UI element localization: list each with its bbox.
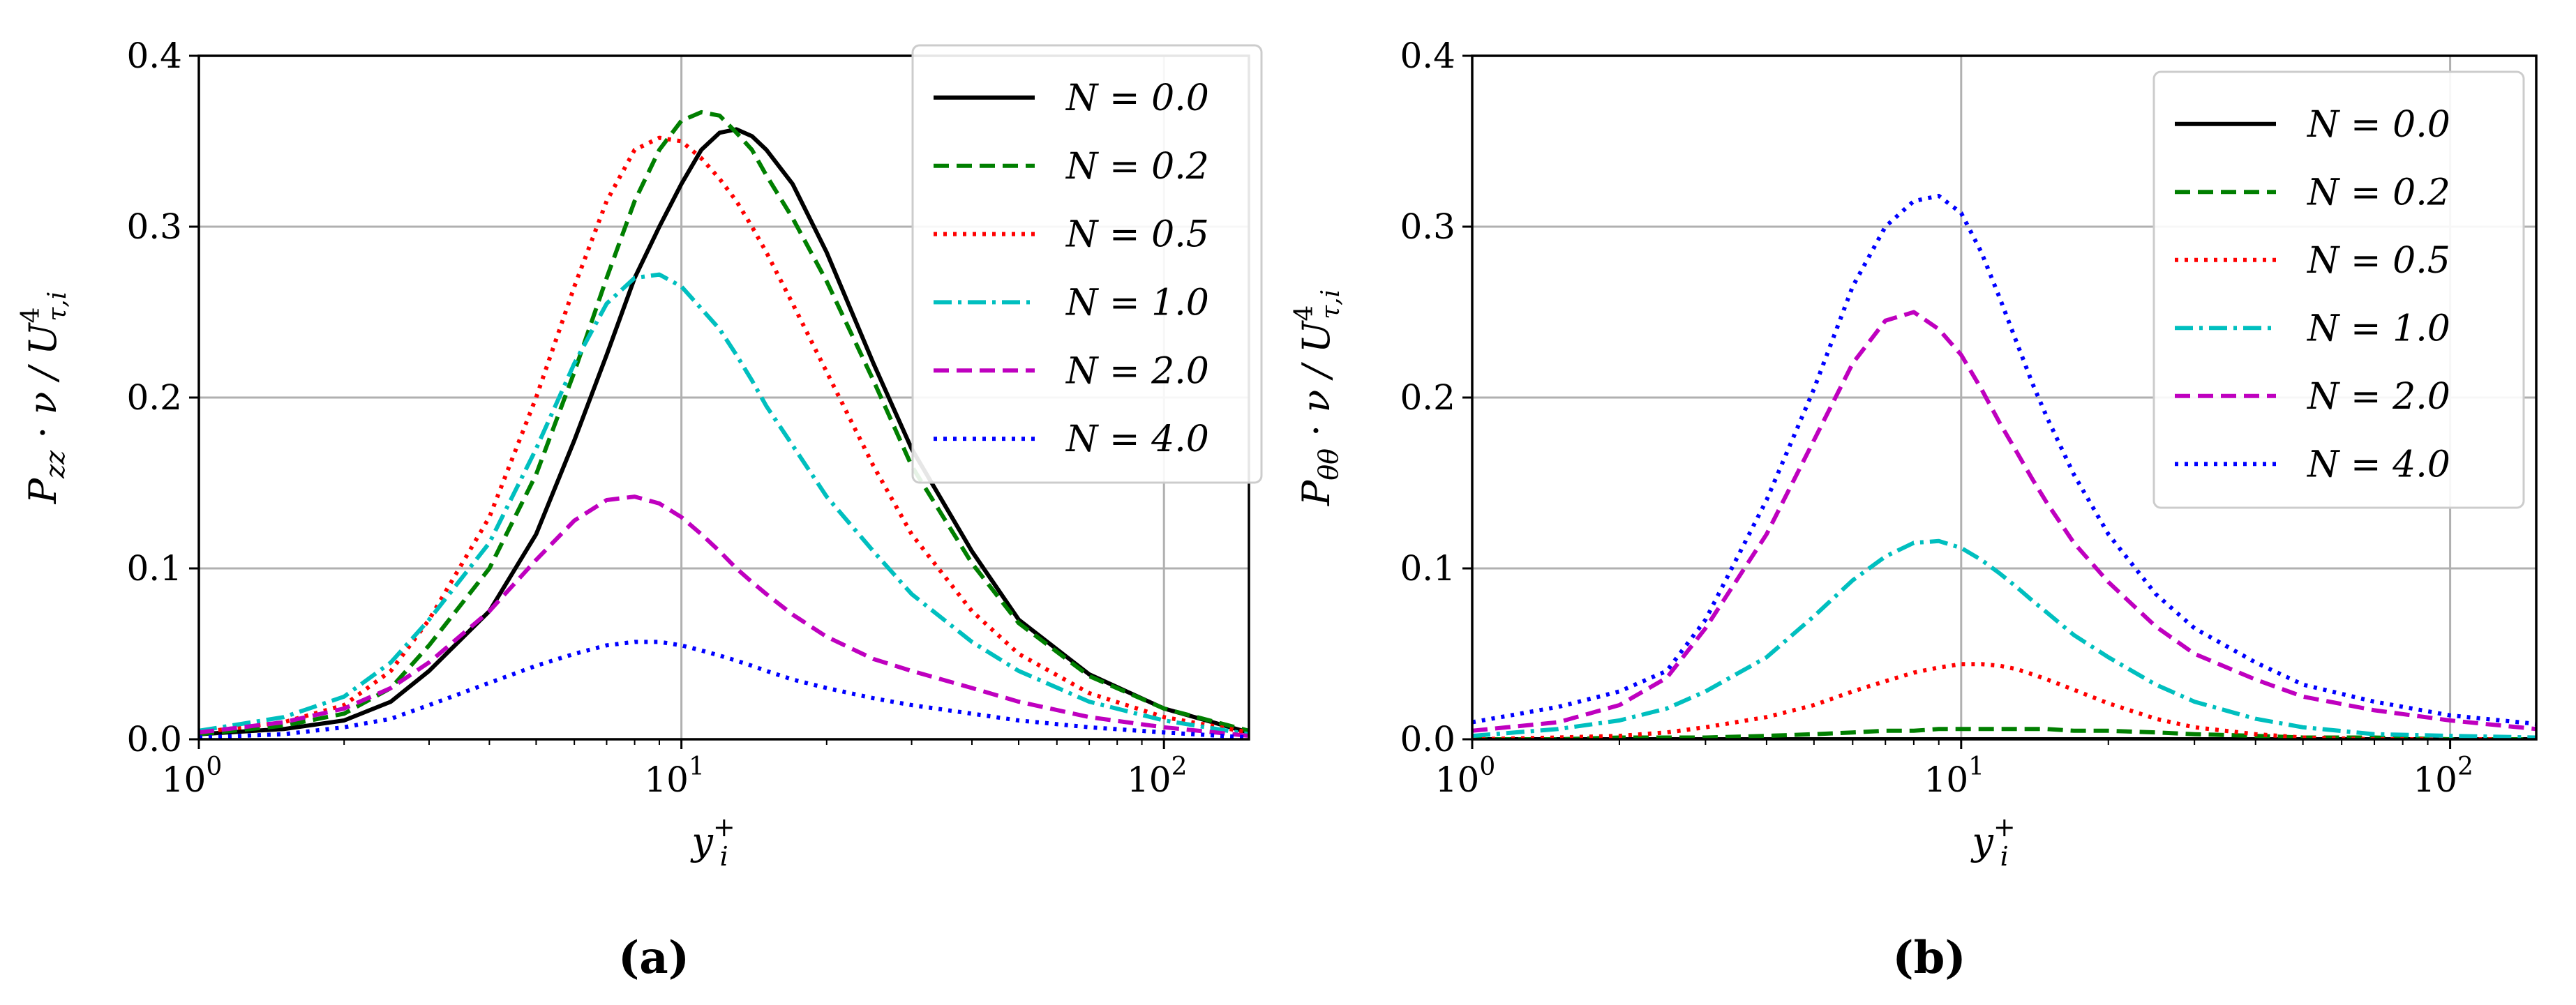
series-line-0-2 <box>199 109 1249 736</box>
legend-label: N = 2.0 <box>2306 376 2450 418</box>
y-tick-label: 0.1 <box>1400 548 1455 589</box>
y-axis-label: Pθθ · ν / U4τ,i <box>1290 289 1345 506</box>
x-axis-label: y+ i <box>690 812 735 872</box>
legend-box <box>2152 70 2525 509</box>
y-tick-label: 0.1 <box>126 548 182 589</box>
legend-label: N = 4.0 <box>2306 444 2450 485</box>
legend: N = 0.0 N = 0.2 N = 0.5 N = 1.0 N = 2.0 N = 4… <box>911 44 1263 484</box>
series-line-0-5 <box>1472 662 2536 739</box>
y-tick-label: 0.0 <box>1400 719 1455 760</box>
y-tick-label: 0.4 <box>1400 36 1455 76</box>
legend-label: N = 0.0 <box>1065 77 1209 119</box>
series-line-1-0 <box>1472 538 2536 739</box>
y-tick-label: 0.4 <box>126 36 182 76</box>
legend-label: N = 1.0 <box>2306 308 2450 349</box>
series-line-0-0 <box>199 127 1249 736</box>
legend-box <box>911 44 1263 484</box>
series-line-0-2 <box>1472 727 2536 739</box>
x-tick-label: 100 <box>1435 753 1496 800</box>
x-tick-label: 102 <box>1127 753 1188 800</box>
panel-a: 100 101 102 0.0 0.1 0.2 0.3 0.4 y+ i Pzz · ν / U4τ… <box>17 36 1263 984</box>
series-group-b <box>1472 193 2536 739</box>
panel-b: 100 101 102 0.0 0.1 0.2 0.3 0.4 y+ i Pθθ · ν / U4τ… <box>1290 36 2538 984</box>
legend-label: N = 0.5 <box>2306 240 2450 282</box>
x-tick-label: 100 <box>162 753 223 800</box>
legend-label: N = 0.2 <box>1065 146 1209 188</box>
x-tick-label: 101 <box>644 753 705 800</box>
y-tick-label: 0.0 <box>126 719 182 760</box>
series-group-a <box>199 109 1249 739</box>
caption-a: (a) <box>618 932 689 984</box>
legend-label: N = 0.2 <box>2306 172 2450 213</box>
legend-label: N = 2.0 <box>1065 350 1209 392</box>
legend-label: N = 0.0 <box>2306 104 2450 146</box>
y-tick-label: 0.3 <box>126 206 182 247</box>
series-line-1-0 <box>199 272 1249 736</box>
legend-label: N = 0.5 <box>1065 214 1209 256</box>
y-tick-label: 0.2 <box>126 377 182 418</box>
y-tick-label: 0.2 <box>1400 377 1455 418</box>
y-axis-label: Pzz · ν / U4τ,i <box>17 292 72 505</box>
legend-label: N = 1.0 <box>1065 282 1209 324</box>
y-tick-label: 0.3 <box>1400 206 1455 247</box>
legend: N = 0.0 N = 0.2 N = 0.5 N = 1.0 N = 2.0 N = 4… <box>2152 70 2525 509</box>
series-line-4-0 <box>199 640 1249 739</box>
x-tick-label: 102 <box>2413 753 2473 800</box>
series-line-2-0 <box>199 494 1249 739</box>
x-axis-label: y+ i <box>1970 812 2015 872</box>
plot-area-b: 100 101 102 0.0 0.1 0.2 0.3 0.4 y+ i Pθθ · ν / U4τ… <box>1290 36 2538 872</box>
caption-b: (b) <box>1892 932 1965 984</box>
plot-area-a: 100 101 102 0.0 0.1 0.2 0.3 0.4 y+ i Pzz · ν / U4τ… <box>17 36 1263 872</box>
x-tick-label: 101 <box>1924 753 1985 800</box>
series-line-4-0 <box>1472 193 2536 726</box>
legend-label: N = 4.0 <box>1065 418 1209 460</box>
series-line-2-0 <box>1472 310 2536 733</box>
